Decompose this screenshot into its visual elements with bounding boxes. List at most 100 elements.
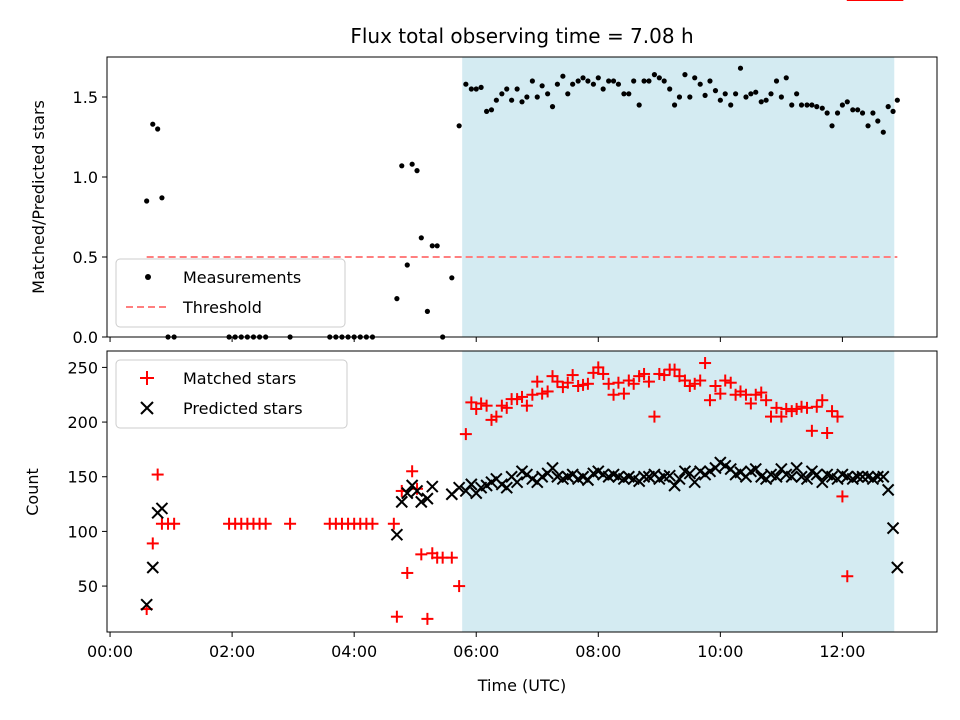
bottom-y-axis-label: Count [23,468,42,516]
top-legend-box [115,258,346,328]
measurement-point [763,97,769,103]
measurement-point [687,94,693,100]
measurement-point [394,296,400,302]
matched-star-point [648,410,661,423]
measurement-point [646,78,652,84]
bottom-y-tick-label: 150 [67,468,98,487]
measurement-point [606,78,612,84]
matched-star-point [415,548,428,561]
predicted-stars-points [140,456,904,611]
predicted-star-point [785,470,798,483]
matched-star-point [719,374,732,387]
matched-star-point [401,566,414,579]
measurement-point [519,99,525,105]
predicted-star-point [668,479,681,492]
matched-star-point [760,394,773,407]
predicted-star-point [155,502,169,515]
x-tick-label: 08:00 [575,642,621,661]
measurement-point [418,235,424,241]
measurement-point [590,81,597,87]
matched-star-point [516,390,528,403]
measurement-point [595,75,601,81]
predicted-star-point [410,484,424,498]
bottom-y-tick-label: 50 [78,577,98,596]
measurement-point [778,94,784,100]
measurement-point [656,75,662,81]
matched-star-point [841,570,854,583]
predicted-star-point [140,598,153,611]
matched-star-point [566,369,579,382]
predicted-star-point [401,486,414,500]
bottom-y-axis: 50 100 150 200 250 [67,358,107,596]
legend-matched-label: Matched stars [183,369,296,388]
top-y-tick-label: 1.5 [73,88,98,107]
measurement-point [626,91,632,97]
measurement-point [667,86,673,92]
measurement-point [529,78,535,84]
legend-matched-marker [140,371,154,385]
matched-star-point [366,517,379,530]
bottom-y-tick-label: 100 [67,522,98,541]
matched-star-point [821,427,834,440]
matched-star-point [775,410,788,423]
measurement-point [155,126,161,132]
measurement-point [641,78,647,84]
measurement-point [890,108,896,114]
legend-measurements-marker [145,274,151,280]
matched-star-point [744,397,757,410]
matched-star-point [770,401,783,414]
measurement-point [712,88,719,94]
measurement-point [159,195,165,201]
matched-star-point [668,363,681,376]
measurement-point [549,104,556,110]
measurement-point [463,81,469,87]
bottom-y-tick-label: 250 [67,358,98,377]
measurement-point [794,91,800,97]
x-tick-label: 02:00 [209,642,255,661]
x-tick-label: 00:00 [87,642,133,661]
predicted-star-point [637,470,651,483]
matched-star-point [536,387,549,400]
bottom-x-axis: 00:00 02:00 04:00 06:00 08:00 10:00 12:00 [87,632,865,661]
matched-star-point [453,580,466,593]
bottom-observing-window [462,351,895,632]
legend-threshold-label: Threshold [182,298,262,317]
measurement-point [575,78,581,84]
measurement-point [545,91,551,97]
predicted-star-point [546,461,559,475]
matched-star-point [151,468,164,481]
measurement-point [621,91,627,97]
measurement-point [636,102,642,108]
top-y-tick-label: 0.0 [73,328,98,347]
measurement-point [600,86,606,92]
matched-star-point [259,517,272,530]
measurement-point [783,75,789,81]
measurement-point [661,78,667,84]
measurement-point [875,118,881,124]
measurement-point [499,91,505,97]
measurement-point [789,102,795,108]
chart-title: Flux total observing time = 7.08 h [350,24,693,48]
measurement-point [824,110,830,116]
measurement-point [682,72,688,78]
matched-star-point [581,377,594,390]
matched-star-point [703,394,716,407]
measurement-point [743,94,749,100]
measurement-point [565,91,571,97]
matched-star-point [602,377,615,390]
top-observing-window [462,57,895,337]
measurement-point [844,99,850,105]
predicted-star-point [800,472,814,486]
measurement-point [834,110,841,116]
x-tick-label: 12:00 [819,642,865,661]
matched-star-point [520,399,533,412]
matched-star-point [765,410,777,423]
measurement-point [829,123,835,129]
measurement-point [722,91,728,97]
measurement-point [580,75,586,81]
measurement-point [798,102,805,108]
measurement-point [702,92,708,98]
predicted-star-point [421,492,434,505]
matched-star-point [642,375,655,388]
